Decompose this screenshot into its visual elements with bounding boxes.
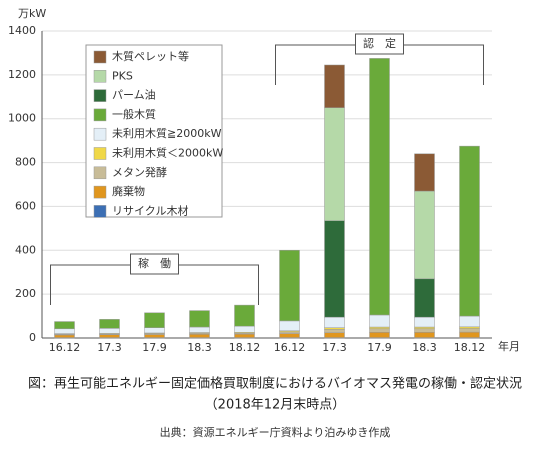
annotation: 認 定 — [363, 36, 396, 50]
chart-subtitle: （2018年12月末時点） — [205, 398, 346, 413]
x-tick-label: 17.9 — [142, 341, 167, 354]
legend-label: 廃棄物 — [112, 184, 145, 198]
bar-segment — [370, 332, 390, 337]
legend-label: メタン発酵 — [112, 165, 167, 179]
bar-segment — [415, 154, 435, 191]
bar-segment — [325, 108, 345, 221]
legend-swatch — [94, 148, 106, 160]
legend-swatch — [94, 70, 106, 82]
bar-segment — [460, 327, 480, 329]
y-tick-label: 600 — [15, 199, 36, 212]
bar-segment — [145, 334, 165, 337]
y-tick-label: 200 — [15, 287, 36, 300]
x-tick-label: 18.3 — [187, 341, 212, 354]
x-axis-label: 年月 — [498, 339, 520, 353]
bar-segment — [325, 65, 345, 108]
bar-segment — [325, 221, 345, 317]
bar-segment — [415, 317, 435, 327]
bar-segment — [325, 317, 345, 328]
bar-segment — [280, 250, 300, 321]
x-tick-label: 16.12 — [274, 341, 306, 354]
legend-label: PKS — [112, 69, 133, 82]
bar-segment — [460, 329, 480, 333]
bar-segment — [100, 328, 120, 333]
bar-segment — [325, 329, 345, 332]
x-tick-label: 17.9 — [367, 341, 392, 354]
y-tick-label: 1000 — [8, 112, 36, 125]
bar-segment — [100, 319, 120, 328]
bar-segment — [415, 329, 435, 333]
x-tick-label: 16.12 — [49, 341, 81, 354]
x-tick-label: 18.12 — [454, 341, 486, 354]
bar-segment — [55, 322, 75, 329]
bar-segment — [370, 329, 390, 333]
bar-segment — [370, 58, 390, 315]
bar-segment — [325, 333, 345, 338]
bar-segment — [55, 335, 75, 338]
legend-label: 一般木質 — [112, 107, 156, 121]
x-tick-label: 17.3 — [322, 341, 347, 354]
legend-swatch — [94, 90, 106, 102]
bar-segment — [145, 328, 165, 333]
x-tick-label: 18.12 — [229, 341, 261, 354]
bar-segment — [235, 334, 255, 338]
legend-swatch — [94, 186, 106, 198]
bar-segment — [145, 313, 165, 328]
y-tick-label: 800 — [15, 156, 36, 169]
legend-swatch — [94, 128, 106, 140]
legend-swatch — [94, 109, 106, 121]
legend-swatch — [94, 167, 106, 179]
bar-segment — [190, 327, 210, 332]
bar-segment — [55, 329, 75, 334]
bar-segment — [415, 279, 435, 317]
chart-title: 図：再生可能エネルギー固定価格買取制度におけるバイオマス発電の稼働・認定状況 — [28, 376, 522, 392]
bar-segment — [460, 146, 480, 316]
y-tick-label: 400 — [15, 243, 36, 256]
source: 出典：資源エネルギー庁資料より泊みゆき作成 — [160, 425, 391, 439]
legend-label: 未利用木質＜2000kW — [112, 146, 223, 160]
annotation: 稼 働 — [138, 256, 171, 270]
x-tick-label: 17.3 — [97, 341, 122, 354]
bar-segment — [100, 335, 120, 338]
bar-segment — [190, 334, 210, 337]
legend-swatch — [94, 51, 106, 63]
legend-swatch — [94, 205, 106, 217]
bar-segment — [235, 305, 255, 326]
y-axis-label: 万kW — [18, 7, 46, 20]
legend-label: リサイクル木材 — [112, 203, 188, 217]
legend-label: 未利用木質≧2000kW — [112, 126, 222, 140]
bar-segment — [235, 326, 255, 332]
bar-segment — [460, 332, 480, 337]
bar-segment — [280, 321, 300, 331]
x-tick-label: 18.3 — [412, 341, 437, 354]
bar-segment — [370, 327, 390, 329]
y-tick-label: 1200 — [8, 68, 36, 81]
legend-label: パーム油 — [112, 88, 156, 102]
bar-segment — [370, 315, 390, 327]
y-tick-label: 1400 — [8, 24, 36, 37]
bar-segment — [460, 316, 480, 327]
bar-segment — [280, 332, 300, 334]
bar-segment — [415, 332, 435, 337]
bar-segment — [325, 328, 345, 330]
bar-segment — [415, 191, 435, 279]
legend-label: 木質ペレット等 — [112, 49, 189, 63]
bar-segment — [280, 334, 300, 338]
y-tick-label: 0 — [29, 331, 36, 344]
bar-segment — [415, 327, 435, 329]
bar-segment — [190, 311, 210, 327]
